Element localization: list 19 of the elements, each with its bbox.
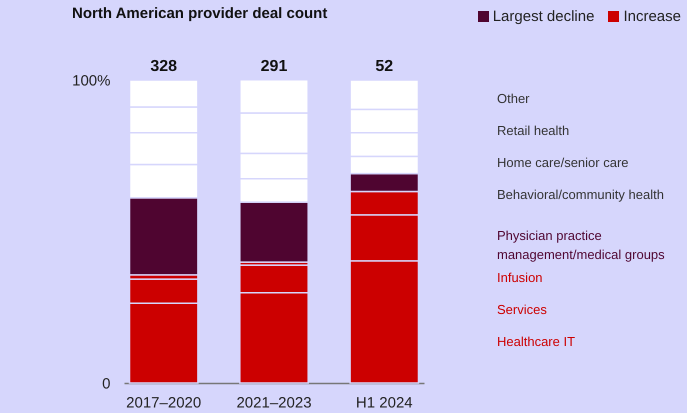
x-tick-label: H1 2024 — [356, 394, 413, 412]
y-tick-label: 0 — [102, 376, 110, 392]
text: Retail health — [497, 123, 570, 138]
text: Infusion — [497, 270, 543, 286]
text: Largest decline — [492, 8, 594, 25]
text: Increase — [623, 8, 681, 25]
annotation: 328 — [150, 58, 178, 75]
chart-title: North American provider deal count — [72, 5, 328, 22]
x-tick-label: 2017–2020 — [126, 394, 202, 412]
text: Other — [497, 91, 530, 106]
x-tick-label: 2021–2023 — [236, 394, 312, 412]
annotation: 291 — [260, 58, 288, 75]
annotation: 52 — [375, 58, 394, 75]
text: Home care/senior care — [497, 155, 628, 170]
text: Services — [497, 302, 548, 318]
text: Physician practice management/medical groups — [497, 228, 666, 262]
text: Healthcare IT — [497, 334, 576, 350]
text: Behavioral/community health — [497, 187, 664, 202]
y-tick-label: 100% — [72, 72, 110, 90]
